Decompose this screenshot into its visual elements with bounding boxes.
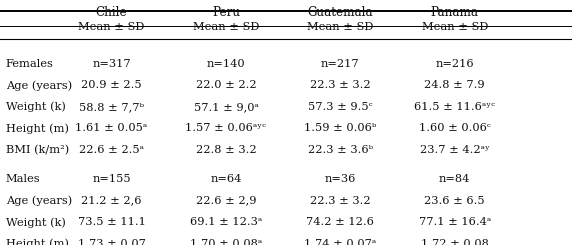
Text: 58.8 ± 7,7ᵇ: 58.8 ± 7,7ᵇ xyxy=(79,102,144,112)
Text: Females: Females xyxy=(6,59,54,69)
Text: n=216: n=216 xyxy=(435,59,474,69)
Text: 22.6 ± 2.5ᵃ: 22.6 ± 2.5ᵃ xyxy=(79,145,144,155)
Text: n=36: n=36 xyxy=(325,174,356,184)
Text: 1.73 ± 0.07: 1.73 ± 0.07 xyxy=(78,239,145,245)
Text: 1.72 ± 0.08: 1.72 ± 0.08 xyxy=(421,239,488,245)
Text: 21.2 ± 2,6: 21.2 ± 2,6 xyxy=(81,196,142,206)
Text: BMI (k/m²): BMI (k/m²) xyxy=(6,145,69,155)
Text: 1.59 ± 0.06ᵇ: 1.59 ± 0.06ᵇ xyxy=(304,123,376,134)
Text: n=84: n=84 xyxy=(439,174,470,184)
Text: 61.5 ± 11.6ᵃʸᶜ: 61.5 ± 11.6ᵃʸᶜ xyxy=(414,102,495,112)
Text: 23.6 ± 6.5: 23.6 ± 6.5 xyxy=(424,196,485,206)
Text: 24.8 ± 7.9: 24.8 ± 7.9 xyxy=(424,80,485,90)
Text: 23.7 ± 4.2ᵃʸ: 23.7 ± 4.2ᵃʸ xyxy=(420,145,490,155)
Text: n=140: n=140 xyxy=(206,59,245,69)
Text: n=217: n=217 xyxy=(321,59,360,69)
Text: Panama: Panama xyxy=(431,6,479,19)
Text: Males: Males xyxy=(6,174,41,184)
Text: 22.6 ± 2,9: 22.6 ± 2,9 xyxy=(196,196,256,206)
Text: Height (m): Height (m) xyxy=(6,123,69,134)
Text: Guatemala: Guatemala xyxy=(308,6,373,19)
Text: 20.9 ± 2.5: 20.9 ± 2.5 xyxy=(81,80,142,90)
Text: Age (years): Age (years) xyxy=(6,80,72,91)
Text: 74.2 ± 12.6: 74.2 ± 12.6 xyxy=(307,217,374,227)
Text: Weight (k): Weight (k) xyxy=(6,217,66,228)
Text: 1.70 ± 0.08ᵃ: 1.70 ± 0.08ᵃ xyxy=(190,239,262,245)
Text: 1.60 ± 0.06ᶜ: 1.60 ± 0.06ᶜ xyxy=(419,123,491,134)
Text: Chile: Chile xyxy=(96,6,128,19)
Text: Mean ± SD: Mean ± SD xyxy=(78,22,145,32)
Text: n=64: n=64 xyxy=(210,174,241,184)
Text: 69.1 ± 12.3ᵃ: 69.1 ± 12.3ᵃ xyxy=(190,217,262,227)
Text: Age (years): Age (years) xyxy=(6,196,72,206)
Text: Height (m): Height (m) xyxy=(6,239,69,245)
Text: 22.3 ± 3.2: 22.3 ± 3.2 xyxy=(310,80,371,90)
Text: Mean ± SD: Mean ± SD xyxy=(193,22,259,32)
Text: 1.61 ± 0.05ᵃ: 1.61 ± 0.05ᵃ xyxy=(76,123,148,134)
Text: Mean ± SD: Mean ± SD xyxy=(307,22,374,32)
Text: 1.74 ± 0.07ᵃ: 1.74 ± 0.07ᵃ xyxy=(304,239,376,245)
Text: 73.5 ± 11.1: 73.5 ± 11.1 xyxy=(78,217,145,227)
Text: n=317: n=317 xyxy=(92,59,131,69)
Text: Peru: Peru xyxy=(212,6,240,19)
Text: 77.1 ± 16.4ᵃ: 77.1 ± 16.4ᵃ xyxy=(419,217,491,227)
Text: Weight (k): Weight (k) xyxy=(6,102,66,112)
Text: 57.3 ± 9.5ᶜ: 57.3 ± 9.5ᶜ xyxy=(308,102,372,112)
Text: 22.0 ± 2.2: 22.0 ± 2.2 xyxy=(196,80,256,90)
Text: 22.8 ± 3.2: 22.8 ± 3.2 xyxy=(196,145,256,155)
Text: n=155: n=155 xyxy=(92,174,131,184)
Text: 22.3 ± 3.2: 22.3 ± 3.2 xyxy=(310,196,371,206)
Text: 22.3 ± 3.6ᵇ: 22.3 ± 3.6ᵇ xyxy=(308,145,373,155)
Text: Mean ± SD: Mean ± SD xyxy=(422,22,488,32)
Text: 1.57 ± 0.06ᵃʸᶜ: 1.57 ± 0.06ᵃʸᶜ xyxy=(185,123,267,134)
Text: 57.1 ± 9,0ᵃ: 57.1 ± 9,0ᵃ xyxy=(193,102,259,112)
